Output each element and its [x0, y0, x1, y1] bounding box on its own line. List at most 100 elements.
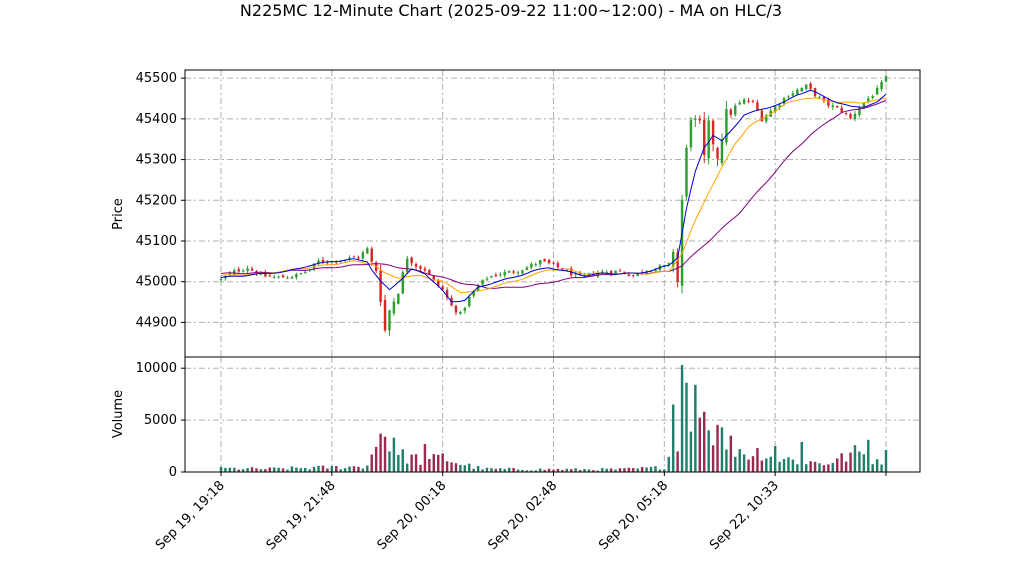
volume-bar [751, 456, 755, 472]
x-tick-label: Sep 22, 10:33 [707, 478, 782, 553]
volume-bar [538, 468, 542, 472]
volume-bar [224, 467, 227, 472]
volume-bar [818, 463, 821, 472]
volume-plot-frame [185, 357, 920, 472]
volume-bar [534, 470, 537, 472]
volume-y-tick-label: 10000 [136, 361, 177, 376]
candle-body [623, 271, 626, 274]
volume-y-tick-label: 5000 [144, 413, 177, 428]
candle-body [463, 307, 467, 311]
candle-body [521, 270, 524, 274]
candle-body [525, 267, 529, 270]
volume-bar [450, 462, 453, 472]
candle-body [481, 279, 484, 285]
ma-slow-line [220, 100, 887, 289]
candle-body [401, 272, 404, 294]
volume-bar [849, 452, 852, 472]
candle-body [742, 99, 746, 104]
volume-bar [570, 469, 573, 472]
candle-body [392, 301, 396, 314]
volume-bar [716, 424, 719, 472]
volume-bar [809, 461, 812, 472]
volume-bar [490, 468, 493, 472]
candle-body [326, 262, 329, 264]
volume-bar [246, 468, 249, 472]
candle-body [419, 266, 422, 269]
chart-title: N225MC 12-Minute Chart (2025-09-22 11:00… [240, 1, 782, 20]
volume-bar [410, 454, 413, 472]
volume-bar [640, 466, 644, 472]
volume-bar [658, 469, 662, 472]
candle-body [388, 310, 391, 331]
volume-bar [711, 445, 715, 472]
volume-bar [649, 466, 653, 472]
candle-body [476, 285, 480, 291]
volume-bar [317, 465, 320, 472]
volume-bar [729, 435, 733, 472]
candle-body [676, 252, 679, 282]
volume-bar [543, 469, 546, 472]
volume-bar [773, 446, 777, 472]
candle-body [268, 275, 271, 277]
volume-bar [468, 463, 471, 472]
candle-body [716, 147, 719, 159]
volume-bar [707, 430, 710, 472]
candle-body [840, 107, 843, 113]
volume-bar [853, 445, 857, 472]
candle-body [827, 99, 830, 106]
candle-body [503, 271, 506, 276]
candle-body [796, 89, 799, 95]
volume-bar [756, 448, 759, 472]
volume-bar [512, 468, 515, 472]
volume-panel: 0 5000 10000 Volume [111, 356, 921, 480]
candle-body [241, 270, 245, 272]
volume-bar [703, 411, 706, 472]
volume-y-axis-label: Volume [111, 390, 126, 438]
volume-bar [796, 464, 799, 472]
volume-bar [574, 468, 577, 472]
candle-body [366, 248, 369, 254]
candle-body [348, 257, 351, 259]
volume-bar [445, 461, 449, 472]
volume-bar [804, 464, 808, 472]
candle-body [432, 276, 436, 281]
price-y-ticks: 44900 45000 45100 45200 45300 45400 45500 [136, 71, 185, 330]
volume-bar [481, 469, 484, 472]
volume-bar [250, 467, 254, 472]
volume-bar [281, 468, 285, 472]
candle-body [654, 268, 657, 272]
volume-bar [290, 466, 294, 472]
volume-y-tick-label: 0 [169, 465, 177, 480]
candle-body [822, 96, 826, 101]
candle-body [725, 109, 728, 143]
candle-body [685, 147, 688, 197]
candle-body [818, 97, 821, 99]
volume-bar [476, 466, 480, 472]
volume-bar [414, 454, 418, 472]
candle-body [246, 268, 249, 272]
volume-bar [366, 465, 369, 472]
volume-bar [304, 467, 307, 472]
volume-bar [565, 468, 569, 472]
volume-bar [561, 469, 564, 472]
candle-body [875, 87, 879, 95]
volume-bar [601, 468, 604, 472]
candle-body [649, 271, 653, 273]
candle-body [698, 118, 702, 121]
x-tick-label: Sep 20, 05:18 [596, 478, 671, 553]
candle-body [787, 96, 790, 98]
volume-bar [335, 466, 338, 472]
volume-bar [499, 468, 502, 472]
volume-bar [472, 468, 475, 472]
volume-bar [437, 454, 440, 472]
candle-body [507, 270, 511, 273]
volume-bar [521, 469, 524, 472]
candle-body [295, 274, 298, 278]
volume-bar [609, 468, 613, 472]
volume-bar [552, 469, 555, 472]
volume-bar [459, 464, 462, 472]
candle-body [884, 76, 888, 82]
volume-bar [241, 469, 245, 472]
volume-bar [738, 449, 741, 472]
volume-bar [822, 465, 826, 472]
